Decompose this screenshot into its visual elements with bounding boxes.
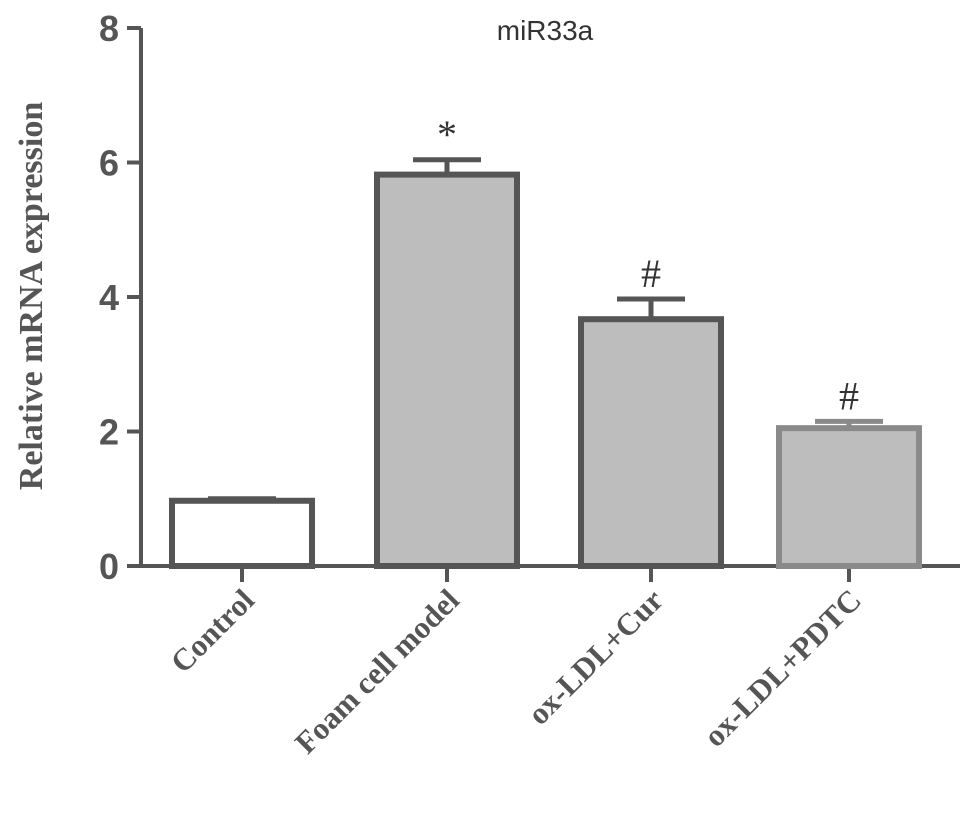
y-tick-label: 6 [99, 143, 119, 184]
significance-marker: # [641, 251, 661, 296]
x-tick-label: Foam cell model [288, 582, 466, 760]
bar [776, 425, 922, 570]
x-tick-label: Control [164, 582, 262, 680]
y-tick-label: 2 [99, 412, 119, 453]
x-tick-label: ox-LDL+Cur [521, 582, 670, 731]
category-labels: Control Foam cell model ox-LDL+Cur ox-LDL+P… [164, 582, 868, 760]
y-axis-title: Relative mRNA expression [13, 102, 50, 491]
bars-group: * # # [169, 112, 922, 570]
y-tick-label: 0 [99, 546, 119, 587]
y-axis: 0 2 4 6 8 [99, 8, 143, 587]
x-tick-label: ox-LDL+PDTC [697, 582, 868, 753]
y-tick-label: 8 [99, 8, 119, 49]
significance-marker: # [839, 373, 859, 418]
bar [374, 171, 520, 569]
y-tick-label: 4 [99, 277, 119, 318]
significance-marker: * [437, 112, 457, 157]
bar [169, 497, 315, 569]
bar [578, 316, 724, 569]
chart-title: miR33a [497, 15, 594, 46]
